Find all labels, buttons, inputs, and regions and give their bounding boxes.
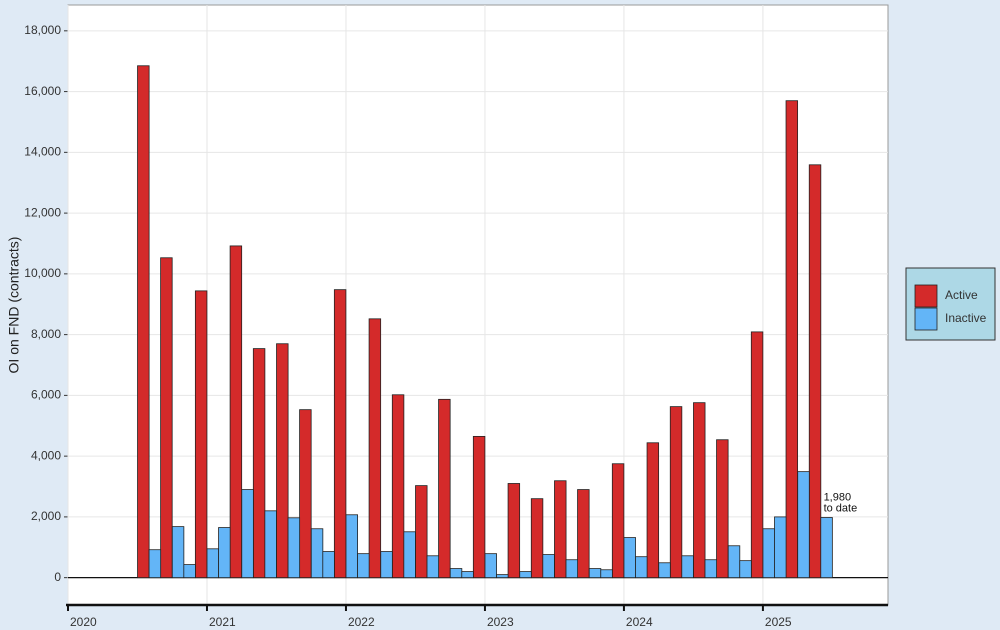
bar: [357, 553, 370, 579]
bar: [252, 348, 266, 579]
x-tick-label: 2022: [348, 615, 375, 629]
bar: [241, 489, 254, 579]
bar: [415, 485, 428, 579]
bar: [345, 514, 358, 579]
bar: [785, 100, 799, 579]
y-tick-label: 0: [54, 570, 61, 584]
bar: [658, 562, 671, 579]
bar: [461, 571, 474, 579]
bar: [600, 569, 613, 579]
bar: [380, 551, 393, 579]
bar: [322, 551, 335, 579]
y-tick-label: 6,000: [31, 388, 61, 402]
bar: [716, 439, 729, 579]
bar: [449, 568, 463, 579]
bar: [472, 435, 486, 579]
bar: [206, 548, 220, 579]
bar: [137, 65, 150, 579]
bar: [496, 574, 509, 579]
bar: [669, 406, 683, 579]
y-tick-label: 4,000: [31, 448, 61, 462]
annotation: to date: [824, 502, 858, 514]
legend-label: Inactive: [945, 311, 987, 325]
bar: [391, 394, 405, 579]
y-tick-label: 18,000: [24, 23, 61, 37]
bar: [160, 257, 173, 579]
value-label: 1,980: [824, 491, 852, 503]
bar: [797, 471, 810, 579]
bar: [530, 498, 544, 579]
bar: [774, 516, 787, 579]
bar: [148, 549, 162, 579]
bar: [310, 528, 324, 579]
bar: [565, 559, 579, 579]
bar: [635, 556, 648, 579]
bar: [507, 483, 521, 579]
bar: [276, 343, 289, 579]
y-tick-label: 8,000: [31, 327, 61, 341]
bar: [368, 318, 382, 579]
bar: [299, 409, 312, 579]
bar: [611, 463, 625, 579]
x-tick-label: 2023: [487, 615, 514, 629]
bar: [820, 517, 833, 579]
bar: [542, 554, 555, 579]
bar: [646, 442, 660, 579]
x-tick-label: 2025: [765, 615, 792, 629]
bar: [194, 290, 208, 579]
bar: [171, 526, 185, 579]
bar: [762, 528, 775, 579]
y-tick-label: 2,000: [31, 509, 61, 523]
x-tick-label: 2020: [70, 615, 97, 629]
bar: [426, 555, 440, 579]
legend-swatch: [914, 307, 938, 331]
y-axis-label: OI on FND (contracts): [6, 237, 22, 374]
bar: [739, 560, 752, 579]
x-tick-label: 2024: [626, 615, 653, 629]
bar: [183, 564, 196, 579]
bar: [623, 537, 636, 579]
bar: [704, 559, 717, 579]
legend-swatch: [914, 284, 938, 308]
bar: [693, 402, 706, 579]
bar: [403, 531, 416, 579]
y-tick-label: 10,000: [24, 266, 61, 280]
x-tick-label: 2021: [209, 615, 236, 629]
bar: [588, 568, 602, 579]
bar: [218, 527, 231, 579]
bar: [808, 164, 822, 579]
y-tick-label: 14,000: [24, 145, 61, 159]
bar: [333, 289, 347, 579]
bar: [484, 553, 497, 579]
legend-label: Active: [945, 288, 978, 302]
bar: [681, 555, 694, 579]
bar: [727, 545, 741, 579]
bar: [554, 480, 567, 579]
bar: [438, 398, 451, 579]
bar: [287, 517, 301, 579]
bar: [229, 245, 243, 579]
y-tick-label: 12,000: [24, 205, 61, 219]
bar: [264, 510, 277, 579]
y-tick-label: 16,000: [24, 84, 61, 98]
bar: [519, 571, 532, 579]
bar: [577, 489, 590, 579]
bar: [750, 331, 764, 579]
